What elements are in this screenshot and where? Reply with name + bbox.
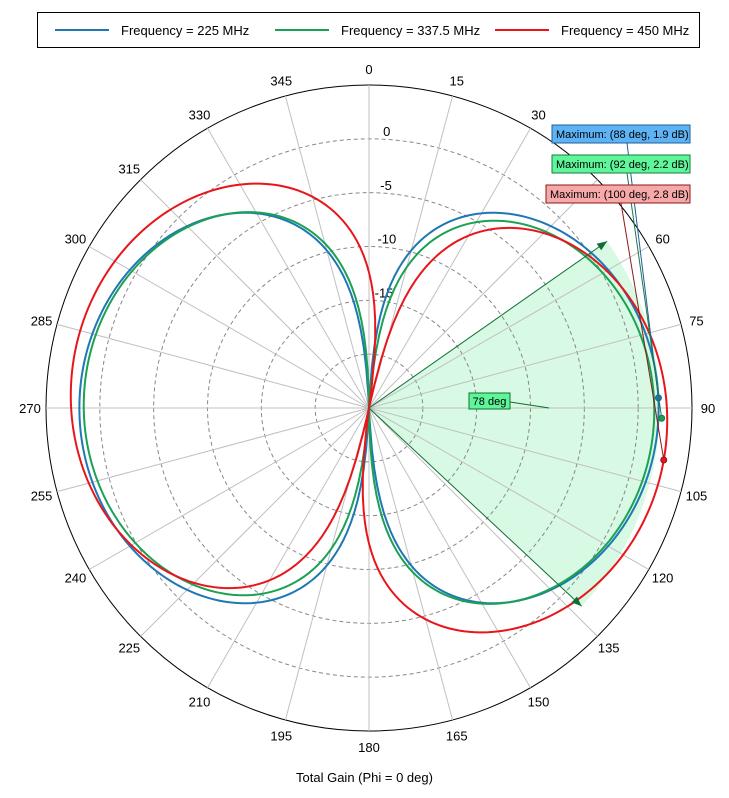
angle-tick-label: 135 (598, 641, 620, 656)
angle-tick-label: 255 (31, 489, 53, 504)
maximum-point (658, 414, 666, 422)
angular-grid-line (207, 407, 370, 688)
beamwidth-arrowhead (571, 596, 582, 607)
angle-tick-label: 270 (19, 401, 41, 416)
angular-grid-line (368, 179, 598, 409)
beamwidth-arrowhead (596, 241, 608, 251)
beamwidth-arrow-end (368, 407, 582, 607)
legend-swatch (275, 29, 329, 31)
legend: Frequency = 225 MHz Frequency = 337.5 MH… (37, 12, 700, 48)
angle-tick-label: 15 (450, 74, 464, 89)
angle-tick-label: 105 (686, 489, 708, 504)
angle-tick-label: 345 (270, 74, 292, 89)
legend-item-225mhz[interactable]: Frequency = 225 MHz (55, 13, 249, 47)
angle-tick-label: 60 (655, 232, 669, 247)
chart-title: Total Gain (Phi = 0 deg) (296, 770, 433, 785)
legend-label: Frequency = 450 MHz (561, 22, 690, 38)
maximum-leader (620, 202, 665, 461)
angle-tick-label: 30 (531, 107, 545, 122)
angle-tick-label: 180 (358, 740, 380, 755)
beamwidth-arrow-start (368, 240, 608, 409)
angular-grid-line (140, 407, 370, 637)
angular-grid-line (368, 323, 682, 409)
angular-grid-line (368, 128, 531, 409)
angle-tick-label: 300 (65, 232, 87, 247)
beamwidth-wedge (369, 241, 660, 607)
legend-label: Frequency = 337.5 MHz (341, 22, 481, 38)
maximum-label: Maximum: (100 deg, 2.8 dB) (550, 189, 689, 201)
angle-tick-label: 150 (528, 695, 550, 710)
angle-tick-label: 165 (446, 728, 468, 743)
angular-grid-line (56, 407, 370, 493)
angle-tick-label: 210 (189, 695, 211, 710)
beamwidth-label: 78 deg (473, 396, 507, 408)
maximum-label: Maximum: (88 deg, 1.9 dB) (556, 129, 689, 141)
radial-tick-label: -10 (377, 232, 396, 247)
maximum-label: Maximum: (92 deg, 2.2 dB) (556, 159, 689, 171)
radial-tick-label: -5 (380, 178, 392, 193)
maximum-point (660, 456, 668, 464)
angular-grid-line (140, 179, 370, 409)
angle-tick-label: 285 (31, 313, 53, 328)
angle-tick-label: 330 (189, 107, 211, 122)
maximum-label-box (545, 184, 691, 204)
angular-grid-line (368, 407, 649, 570)
angle-tick-label: 75 (689, 313, 703, 328)
angular-grid-line (368, 407, 682, 493)
maximum-label-box (551, 124, 691, 144)
angular-grid-line (56, 323, 370, 409)
legend-swatch (495, 29, 549, 31)
angular-grid-line (368, 407, 598, 637)
angle-tick-label: 0 (365, 62, 372, 77)
legend-item-450mhz[interactable]: Frequency = 450 MHz (495, 13, 689, 47)
legend-item-337mhz[interactable]: Frequency = 337.5 MHz (275, 13, 480, 47)
beamwidth-leader (509, 401, 550, 409)
angle-tick-label: 315 (118, 161, 140, 176)
angle-tick-label: 120 (652, 571, 674, 586)
angular-grid-line (89, 246, 370, 409)
beamwidth-label-box (468, 392, 511, 410)
series-line (69, 182, 669, 634)
angular-grid-line (207, 128, 370, 409)
legend-swatch (55, 29, 109, 31)
polar-plot[interactable]: 0153045607590105120135150165180195210225… (0, 0, 729, 770)
legend-label: Frequency = 225 MHz (121, 22, 250, 38)
angle-tick-label: 240 (65, 571, 87, 586)
angle-tick-label: 225 (118, 641, 140, 656)
radial-tick-label: 0 (383, 124, 390, 139)
maximum-leader (626, 172, 663, 419)
angle-tick-label: 195 (270, 728, 292, 743)
angular-grid-line (368, 407, 531, 688)
angle-tick-label: 90 (701, 401, 715, 416)
maximum-label-box (551, 154, 691, 174)
